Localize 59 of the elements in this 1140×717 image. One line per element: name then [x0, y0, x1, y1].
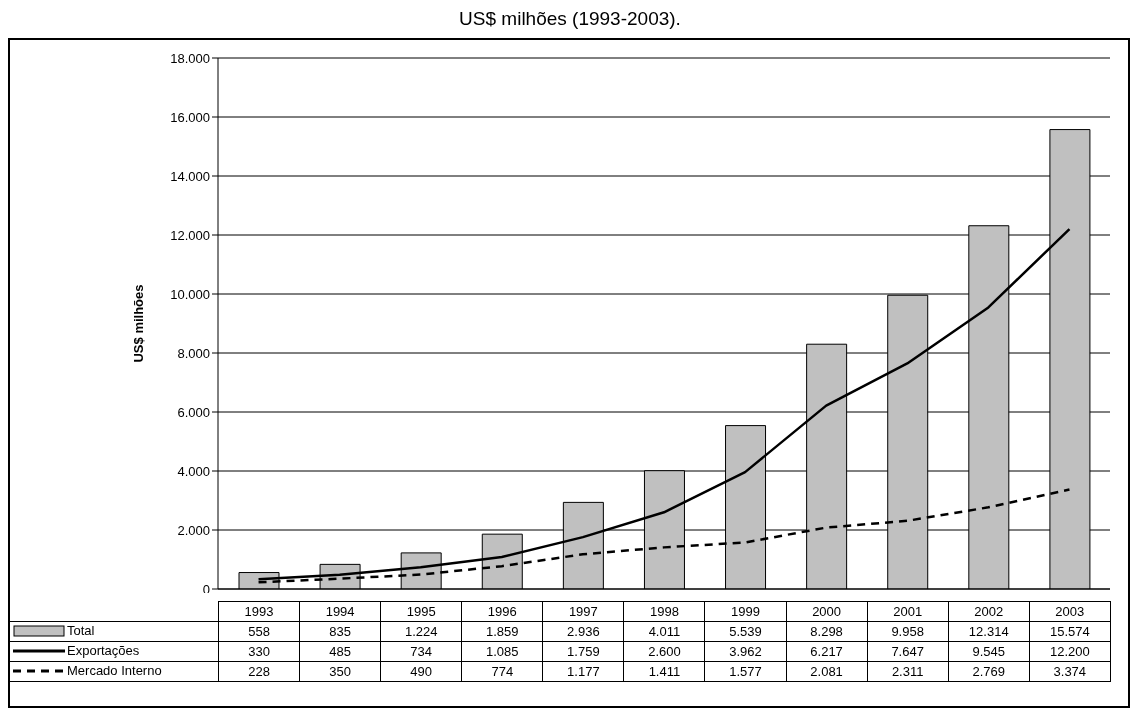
data-label: 1.411	[623, 661, 705, 682]
data-label: 1.177	[542, 661, 624, 682]
x-tick-label: 2001	[867, 601, 949, 622]
data-label: 12.314	[948, 621, 1030, 642]
y-tick-label: 18.000	[170, 50, 210, 66]
data-label: 1.224	[380, 621, 462, 642]
data-label: 734	[380, 641, 462, 662]
data-label: 2.600	[623, 641, 705, 662]
data-label: 7.647	[867, 641, 949, 662]
data-label: 6.217	[786, 641, 868, 662]
data-label: 558	[218, 621, 300, 642]
legend-label: Exportações	[67, 642, 140, 660]
data-label: 9.545	[948, 641, 1030, 662]
data-label: 3.962	[704, 641, 787, 662]
data-label: 330	[218, 641, 300, 662]
x-tick-label: 1995	[380, 601, 462, 622]
x-tick-label: 1999	[704, 601, 787, 622]
data-label: 1.577	[704, 661, 787, 682]
data-label: 350	[299, 661, 381, 682]
x-tick-label: 1993	[218, 601, 300, 622]
y-tick-label: 14.000	[170, 168, 210, 184]
data-label: 2.769	[948, 661, 1030, 682]
x-tick-label: 1994	[299, 601, 381, 622]
x-tick-label: 2003	[1029, 601, 1111, 622]
x-tick-label: 2000	[786, 601, 868, 622]
y-tick-label: 0	[202, 581, 210, 597]
legend-label: Mercado Interno	[67, 662, 162, 680]
data-label: 490	[380, 661, 462, 682]
data-label: 2.936	[542, 621, 624, 642]
y-tick-label: 2.000	[177, 522, 210, 538]
data-label: 774	[461, 661, 543, 682]
data-label: 4.011	[623, 621, 705, 642]
data-label: 2.081	[786, 661, 868, 682]
data-label: 485	[299, 641, 381, 662]
data-label: 228	[218, 661, 300, 682]
y-tick-label: 16.000	[170, 109, 210, 125]
data-label: 1.085	[461, 641, 543, 662]
chart-title: US$ milhões (1993-2003).	[458, 8, 682, 31]
data-label: 2.311	[867, 661, 949, 682]
data-label: 3.374	[1029, 661, 1111, 682]
y-tick-label: 8.000	[177, 345, 210, 361]
y-tick-label: 4.000	[177, 463, 210, 479]
data-label: 8.298	[786, 621, 868, 642]
x-tick-label: 1998	[623, 601, 705, 622]
data-label: 9.958	[867, 621, 949, 642]
y-tick-label: 10.000	[170, 286, 210, 302]
data-label: 1.859	[461, 621, 543, 642]
x-tick-label: 2002	[948, 601, 1030, 622]
data-label: 1.759	[542, 641, 624, 662]
legend-label: Total	[67, 622, 95, 640]
data-label: 12.200	[1029, 641, 1111, 662]
data-label: 835	[299, 621, 381, 642]
x-tick-label: 1997	[542, 601, 624, 622]
data-label: 5.539	[704, 621, 787, 642]
y-axis-title: US$ milhões	[130, 284, 146, 363]
data-label: 15.574	[1029, 621, 1111, 642]
y-tick-label: 6.000	[177, 404, 210, 420]
x-tick-label: 1996	[461, 601, 543, 622]
y-tick-label: 12.000	[170, 227, 210, 243]
